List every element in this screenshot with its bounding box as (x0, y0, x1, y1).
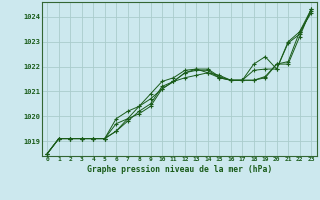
X-axis label: Graphe pression niveau de la mer (hPa): Graphe pression niveau de la mer (hPa) (87, 165, 272, 174)
